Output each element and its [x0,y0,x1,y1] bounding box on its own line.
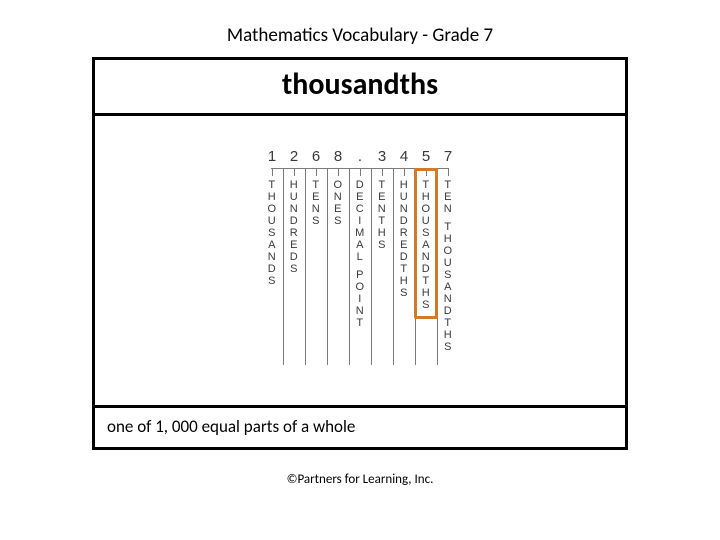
pv-column: 1 THOUSANDS [261,146,283,287]
pv-digit: 2 [290,146,298,168]
pv-column: 7 TENTHOUSANDTHS [437,146,459,353]
header-title: Mathematics Vocabulary - Grade 7 [227,24,493,47]
pv-column: 4 HUNDREDTHS [393,146,415,299]
pv-column: . DECIMALPOINT [349,146,371,329]
pv-digit: 8 [334,146,342,168]
footer-text: ©Partners for Learning, Inc. [287,472,434,487]
pv-column: 3 TENTHS [371,146,393,251]
pv-label: DECIMALPOINT [355,179,365,329]
pv-label: TENTHS [378,179,386,251]
place-value-table: 1 THOUSANDS 2 HUNDREDS 6 TENS 8 ONES. DECIMALPOI… [261,146,459,405]
vocab-card: thousandths 1 THOUSANDS 2 HUNDREDS 6 TENS 8 ONE… [92,57,628,450]
page-header: Mathematics Vocabulary - Grade 7 [0,0,720,57]
pv-label: TENS [312,179,320,227]
pv-column: 5 THOUSANDTHS [415,146,437,311]
pv-digit: 6 [312,146,320,168]
pv-column: 8 ONES [327,146,349,227]
pv-column: 6 TENS [305,146,327,227]
pv-label: THOUSANDTHS [421,179,430,311]
pv-digit: 4 [400,146,408,168]
pv-label: ONES [333,179,342,227]
diagram-area: 1 THOUSANDS 2 HUNDREDS 6 TENS 8 ONES. DECIMALPOI… [95,116,625,408]
pv-column: 2 HUNDREDS [283,146,305,275]
pv-label: THOUSANDS [267,179,276,287]
pv-label: HUNDREDTHS [400,179,408,299]
definition-row: one of 1, 000 equal parts of a whole [95,408,625,447]
pv-label: TENTHOUSANDTHS [443,179,452,353]
pv-digit: . [358,146,362,168]
pv-digit: 1 [268,146,276,168]
definition-text: one of 1, 000 equal parts of a whole [107,416,355,437]
pv-digit: 7 [444,146,452,168]
term-row: thousandths [95,60,625,116]
pv-digit: 5 [422,146,430,168]
term-text: thousandths [282,66,438,103]
footer: ©Partners for Learning, Inc. [0,450,720,487]
pv-label: HUNDREDS [290,179,298,275]
pv-digit: 3 [378,146,386,168]
